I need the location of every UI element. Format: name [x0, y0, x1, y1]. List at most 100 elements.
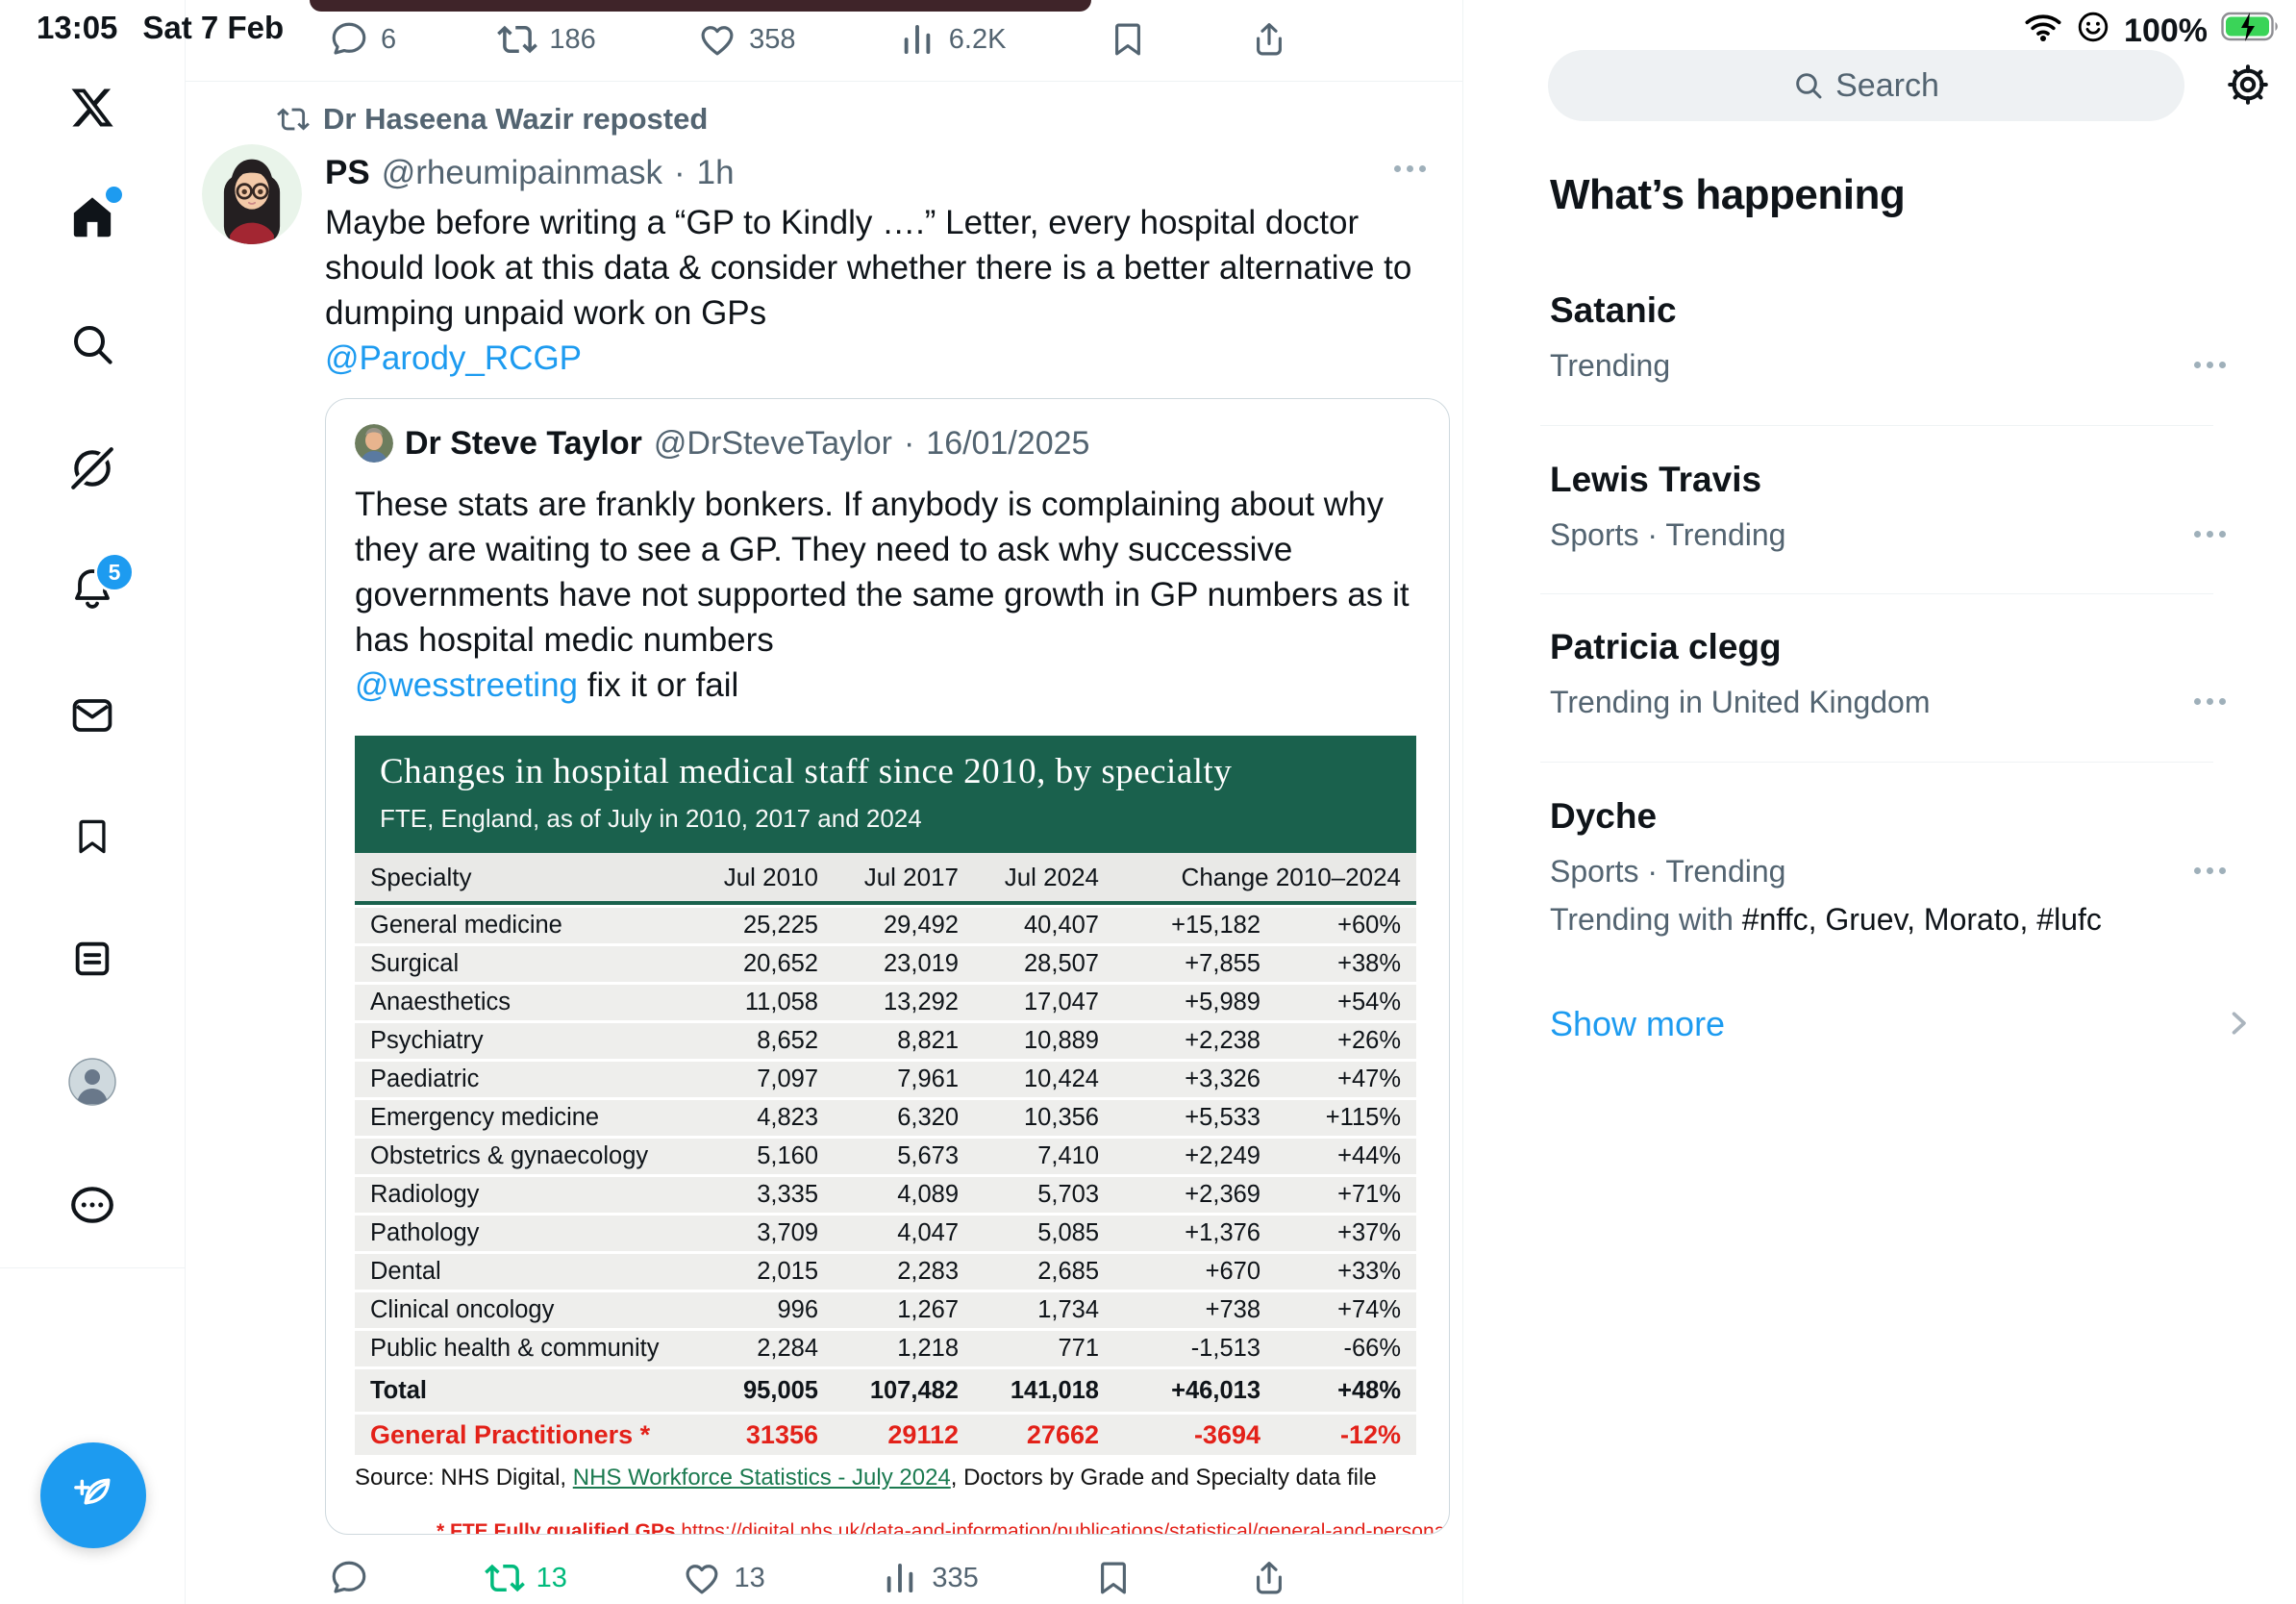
repost-icon: [277, 103, 310, 136]
more-nav[interactable]: [68, 1181, 116, 1234]
table-row: Clinical oncology 996 1,267 1,734 +738 +74%: [355, 1292, 1416, 1328]
views-count: 6.2K: [948, 23, 1007, 55]
x-logo[interactable]: [69, 85, 115, 136]
source-line: Source: NHS Digital, NHS Workforce Stati…: [355, 1465, 1377, 1491]
table-row: Pathology 3,709 4,047 5,085 +1,376 +37%: [355, 1216, 1416, 1251]
quoted-tweet-text: These stats are frankly bonkers. If anyb…: [355, 486, 1410, 704]
quoted-tweet-card[interactable]: Dr Steve Taylor @DrSteveTaylor · 16/01/2…: [325, 398, 1450, 1535]
explore-search-nav[interactable]: [69, 321, 115, 372]
sidebar-column: Search What’s happening Satanic Trending…: [1463, 0, 2296, 1604]
like-button[interactable]: 13: [682, 1558, 765, 1598]
views-button[interactable]: 335: [880, 1558, 979, 1598]
like-button[interactable]: 358: [697, 19, 795, 60]
quoted-tweet-header: Dr Steve Taylor @DrSteveTaylor · 16/01/2…: [355, 424, 1089, 463]
table-row: Obstetrics & gynaecology 5,160 5,673 7,410 +…: [355, 1139, 1416, 1174]
like-count: 13: [734, 1562, 765, 1593]
dot-separator: ·: [674, 154, 686, 191]
trend-more-button[interactable]: [2194, 698, 2226, 705]
reply-button[interactable]: [329, 1558, 369, 1598]
top-tweet-engagement-row: 6 186 358 6.2K: [329, 13, 1289, 65]
home-nav[interactable]: [68, 187, 122, 245]
tweet-engagement-row: 13 13 335: [329, 1552, 1289, 1604]
table-row: Paediatric 7,097 7,961 10,424 +3,326 +47%: [355, 1062, 1416, 1097]
repost-count: 186: [549, 23, 596, 55]
trend-meta: Sports · Trending: [1550, 854, 1786, 889]
lists-nav[interactable]: [70, 937, 114, 986]
repost-button[interactable]: 186: [497, 19, 596, 60]
rail-divider: [0, 1267, 185, 1268]
table-row: Dental 2,015 2,283 2,685 +670 +33%: [355, 1254, 1416, 1290]
compose-feather-icon: [74, 1478, 111, 1505]
bookmarks-nav[interactable]: [71, 815, 113, 863]
trend-more-button[interactable]: [2194, 531, 2226, 538]
trend-title[interactable]: Satanic: [1550, 290, 1677, 330]
quoted-date: 16/01/2025: [926, 424, 1090, 462]
notifications-nav[interactable]: 5: [69, 552, 135, 616]
previous-tweet-media[interactable]: [310, 0, 1091, 12]
repost-header-text: Dr Haseena Wazir reposted: [323, 102, 709, 136]
search-icon: [1796, 73, 1822, 99]
infographic-title: Changes in hospital medical staff since …: [380, 752, 1233, 791]
timeline-column: 6 186 358 6.2K Dr Haseena Wazir reposted: [185, 0, 1463, 1604]
tweet-header: PS @rheumipainmask · 1h: [325, 154, 735, 192]
trend-more-button[interactable]: [2194, 867, 2226, 874]
home-unread-dot: [106, 187, 122, 203]
infographic-image[interactable]: Changes in hospital medical staff since …: [355, 736, 1416, 1491]
tweet-more-button[interactable]: [1394, 165, 1426, 172]
trend-divider: [1540, 425, 2213, 426]
settings-gear-icon[interactable]: [2225, 62, 2271, 113]
quoted-dot: ·: [903, 424, 915, 462]
quoted-handle: @DrSteveTaylor: [653, 424, 892, 462]
messages-nav[interactable]: [69, 692, 115, 743]
table-row: Radiology 3,335 4,089 5,703 +2,369 +71%: [355, 1177, 1416, 1213]
trend-related-terms[interactable]: Trending with #nffc, Gruev, Morato, #luf…: [1550, 902, 2102, 937]
grok-nav[interactable]: [68, 444, 116, 497]
table-row: General medicine 25,225 29,492 40,407 +15,18…: [355, 908, 1416, 943]
tweet-text: Maybe before writing a “GP to Kindly ….”…: [325, 204, 1412, 377]
table-row: Anaesthetics 11,058 13,292 17,047 +5,989 +54%: [355, 985, 1416, 1020]
bookmark-button[interactable]: [1093, 1558, 1134, 1598]
chevron-right-icon[interactable]: [2221, 1006, 2256, 1045]
repost-header[interactable]: Dr Haseena Wazir reposted: [277, 102, 708, 137]
trend-title[interactable]: Patricia clegg: [1550, 627, 1782, 666]
timestamp: 1h: [696, 154, 735, 191]
show-more-link[interactable]: Show more: [1550, 1004, 1726, 1043]
display-name[interactable]: PS: [325, 154, 370, 191]
table-row: Emergency medicine 4,823 6,320 10,356 +5,533…: [355, 1100, 1416, 1136]
handle[interactable]: @rheumipainmask: [381, 154, 663, 191]
reply-button[interactable]: 6: [329, 19, 396, 60]
quoted-display-name: Dr Steve Taylor: [405, 424, 642, 462]
trend-title[interactable]: Dyche: [1550, 796, 1658, 836]
infographic-header: Changes in hospital medical staff since …: [355, 736, 1416, 853]
battery-percent: 100%: [2124, 13, 2208, 49]
repost-count: 13: [536, 1562, 567, 1593]
trend-title[interactable]: Lewis Travis: [1550, 460, 1762, 499]
share-button[interactable]: [1249, 1558, 1289, 1598]
table-total-row: Total 95,005 107,482 141,018 +46,013 +48%: [355, 1369, 1416, 1412]
trend-meta: Trending in United Kingdom: [1550, 685, 1931, 719]
search-input[interactable]: Search: [1548, 50, 2184, 121]
wifi-icon: [2024, 12, 2062, 51]
status-bar: 13:05 Sat 7 Feb 100%: [0, 0, 2296, 54]
nav-rail: 5: [0, 0, 186, 1604]
profile-nav[interactable]: [68, 1058, 116, 1111]
table-row: Surgical 20,652 23,019 28,507 +7,855 +38%: [355, 946, 1416, 982]
avatar[interactable]: [202, 144, 302, 244]
date: Sat 7 Feb: [142, 10, 285, 45]
repost-button-active[interactable]: 13: [485, 1558, 567, 1598]
trend-more-button[interactable]: [2194, 362, 2226, 368]
table-gp-row: General Practitioners * 31356 29112 27662 -3…: [355, 1415, 1416, 1455]
infographic-subtitle: FTE, England, as of July in 2010, 2017 a…: [380, 804, 922, 833]
focus-emoji-icon: [2076, 10, 2110, 53]
notifications-badge: 5: [94, 552, 135, 592]
views-button[interactable]: 6.2K: [897, 19, 1007, 60]
source-link[interactable]: NHS Workforce Statistics - July 2024: [572, 1465, 951, 1491]
compose-button[interactable]: [40, 1442, 146, 1548]
table-row: Psychiatry 8,652 8,821 10,889 +2,238 +26%: [355, 1023, 1416, 1059]
mention-link[interactable]: @Parody_RCGP: [325, 339, 583, 377]
quoted-mention-link[interactable]: @wesstreeting: [355, 666, 579, 704]
search-placeholder: Search: [1835, 66, 1939, 104]
table-row: Public health & community 2,284 1,218 771 -1…: [355, 1331, 1416, 1366]
trend-divider: [1540, 593, 2213, 594]
